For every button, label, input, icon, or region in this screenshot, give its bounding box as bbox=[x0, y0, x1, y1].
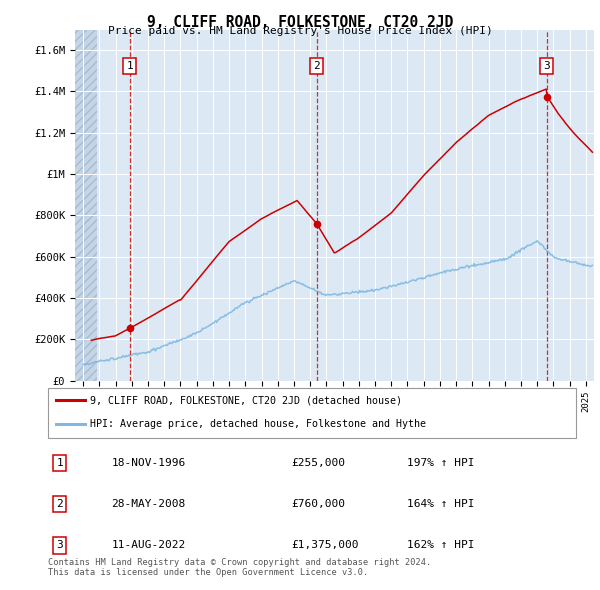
Text: 18-NOV-1996: 18-NOV-1996 bbox=[112, 458, 185, 468]
Text: 197% ↑ HPI: 197% ↑ HPI bbox=[407, 458, 475, 468]
Text: 162% ↑ HPI: 162% ↑ HPI bbox=[407, 540, 475, 550]
Text: £255,000: £255,000 bbox=[291, 458, 345, 468]
Text: 3: 3 bbox=[56, 540, 63, 550]
Bar bbox=[75, 30, 97, 381]
Text: 1: 1 bbox=[127, 61, 133, 71]
Text: 1: 1 bbox=[56, 458, 63, 468]
Text: 28-MAY-2008: 28-MAY-2008 bbox=[112, 499, 185, 509]
Text: 164% ↑ HPI: 164% ↑ HPI bbox=[407, 499, 475, 509]
Text: Price paid vs. HM Land Registry's House Price Index (HPI): Price paid vs. HM Land Registry's House … bbox=[107, 26, 493, 36]
Text: 2: 2 bbox=[56, 499, 63, 509]
Text: £1,375,000: £1,375,000 bbox=[291, 540, 358, 550]
Text: 3: 3 bbox=[544, 61, 550, 71]
Text: HPI: Average price, detached house, Folkestone and Hythe: HPI: Average price, detached house, Folk… bbox=[90, 419, 426, 429]
Text: 9, CLIFF ROAD, FOLKESTONE, CT20 2JD (detached house): 9, CLIFF ROAD, FOLKESTONE, CT20 2JD (det… bbox=[90, 395, 402, 405]
Text: £760,000: £760,000 bbox=[291, 499, 345, 509]
Text: 9, CLIFF ROAD, FOLKESTONE, CT20 2JD: 9, CLIFF ROAD, FOLKESTONE, CT20 2JD bbox=[147, 15, 453, 30]
Text: 11-AUG-2022: 11-AUG-2022 bbox=[112, 540, 185, 550]
Text: 2: 2 bbox=[313, 61, 320, 71]
Text: Contains HM Land Registry data © Crown copyright and database right 2024.
This d: Contains HM Land Registry data © Crown c… bbox=[48, 558, 431, 577]
